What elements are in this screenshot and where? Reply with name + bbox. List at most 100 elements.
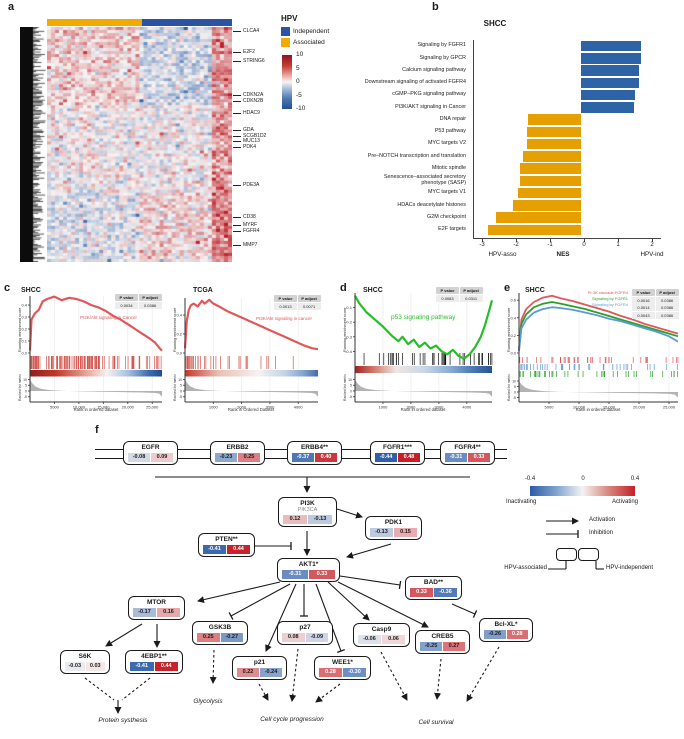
- gene-tick: [233, 101, 241, 102]
- node-title: Bcl-XL*: [494, 621, 518, 628]
- gsea-tcga-ylabel2: Ranked list metric: [173, 374, 177, 401]
- nes-bar-area: [470, 163, 660, 175]
- pathway-node-GSK3B: GSK3B 0.25 -0.27: [192, 621, 248, 645]
- nes-bar-area: [470, 40, 660, 52]
- nes-bar-area: [470, 101, 660, 113]
- line: [315, 683, 341, 703]
- line: [346, 543, 392, 559]
- gsea-shcc-title: SHCC: [21, 287, 41, 294]
- pvalue-1: 0.0016: [632, 296, 655, 304]
- gsea-curve: [28, 295, 163, 352]
- text: 0.6: [510, 298, 516, 303]
- text: 0.1: [21, 339, 27, 344]
- pathway-color-scale: [530, 486, 635, 496]
- nes-chart-title: SHCC: [483, 19, 507, 28]
- padjust: 0.0386: [138, 301, 162, 309]
- hpv-independent-box-icon: [578, 548, 599, 561]
- nes-bar: [487, 224, 581, 236]
- node-values: -0.31 0.33: [443, 452, 492, 462]
- nes-left-axis-label: HPV-asso: [488, 251, 517, 258]
- gene-label-E2F2: E2F2: [243, 49, 255, 56]
- node-title: GSK3B: [208, 624, 232, 631]
- pathway-node-AKT1: AKT1* -0.31 0.33: [277, 558, 340, 582]
- node-value-cell: -0.41: [203, 544, 226, 554]
- gsea-p53-statbox: P value P adjust 0.0083 0.0311: [436, 287, 483, 302]
- nes-bar: [526, 138, 581, 150]
- text: 15,000: [603, 405, 616, 410]
- text: 10: [348, 378, 352, 382]
- pathway-node-FGFR4: FGFR4** -0.31 0.33: [440, 441, 495, 465]
- nes-row-label: Calcium signaling pathway: [402, 66, 466, 73]
- node-value-cell: -0.06: [358, 634, 381, 644]
- node-title: FGFR4**: [454, 444, 481, 451]
- gsea-rank-band: [355, 366, 492, 373]
- nes-row: E2F targets: [358, 224, 660, 236]
- node-title: MTOR: [146, 599, 167, 606]
- gsea-shcc-statbox: P value P adjust 0.0034 0.0386: [115, 294, 162, 309]
- pvalue: 0.0034: [115, 301, 138, 309]
- node-value-cell: -0.37: [292, 452, 314, 462]
- node-title: PDK1: [384, 519, 403, 526]
- nes-row: cGMP–PKG signaling pathway: [358, 89, 660, 101]
- gsea-p53-xlabel: Rank in ordered dataset: [400, 407, 446, 412]
- nes-bar: [581, 89, 636, 101]
- node-value-cell: -0.31: [282, 569, 308, 579]
- text: 20,000: [122, 405, 135, 410]
- node-values: -0.06 0.06: [356, 634, 407, 644]
- node-value-cell: -0.09: [305, 632, 328, 642]
- pvalue-header: P value: [115, 294, 138, 301]
- nes-row-label: cGMP–PKG signaling pathway: [392, 91, 466, 98]
- inactivating-label: Inactivating: [506, 499, 537, 505]
- node-value-cell: 0.09: [151, 452, 173, 462]
- gene-label-PDK4: PDK4: [243, 144, 257, 151]
- pathway-node-BclXL: Bcl-XL* -0.26 0.28: [479, 618, 533, 642]
- text: 10,000: [573, 405, 586, 410]
- text: 0.2: [21, 327, 27, 332]
- pathway-node-BAD: BAD** 0.33 -0.36: [405, 576, 462, 600]
- node-title: Casp9: [371, 626, 392, 633]
- gsea-tcga-annotation: PI3K/Akt signaling in cancer: [256, 316, 313, 321]
- output-cell-survival: Cell survival: [418, 719, 454, 726]
- series-1-name: PI-3K cascade:FGFR4: [587, 290, 628, 295]
- padjust: 0.0311: [459, 294, 483, 302]
- nes-bar-area: [470, 126, 660, 138]
- text: 1000: [209, 405, 219, 410]
- node-value-cell: -0.36: [434, 587, 457, 597]
- line: [265, 583, 297, 652]
- colorbar-tick: 10: [296, 51, 304, 58]
- series-3-name: Signaling by FGFR4: [591, 302, 628, 308]
- node-value-cell: -0.41: [130, 661, 154, 671]
- nes-row: PI3K/AKT signaling in Cancer: [358, 101, 660, 113]
- nes-row: Pre–NOTCH transcription and translation: [358, 150, 660, 162]
- line: [339, 575, 401, 586]
- line: [398, 580, 402, 590]
- nes-row: Signaling by GPCR: [358, 52, 660, 64]
- panel-b-label: b: [432, 1, 439, 13]
- text: 0: [25, 389, 27, 393]
- nes-axis-title: NES: [556, 251, 570, 258]
- output-cell-cycle: Cell cycle progression: [260, 716, 324, 723]
- text: 25,000: [663, 405, 676, 410]
- node-title: AKT1*: [298, 561, 319, 568]
- gene-label-CDKN2A: CDKN2A: [243, 92, 264, 99]
- text: 20,000: [633, 405, 646, 410]
- nes-row: G2M checkpoint: [358, 212, 660, 224]
- ranked-metric-area: [355, 379, 492, 397]
- text: 0.2: [510, 333, 516, 338]
- nes-row: DNA repair: [358, 114, 660, 126]
- pvalue: 0.0083: [436, 294, 459, 302]
- nes-bar-area: [470, 114, 660, 126]
- nes-row-label: Senescence–associated secretory phenotyp…: [383, 174, 466, 186]
- text: 25,000: [146, 405, 159, 410]
- text: -5: [349, 395, 352, 399]
- node-values: -0.13 0.15: [368, 527, 419, 537]
- node-values: -0.08 0.09: [126, 452, 175, 462]
- node-values: -0.03 0.03: [63, 661, 107, 671]
- hpv-associated-legend-label: HPV-associated: [504, 565, 547, 571]
- gsea-p53-annotation: p53 signaling pathway: [391, 314, 456, 321]
- nes-x-axis: [473, 238, 661, 239]
- nes-tick-label: 1: [616, 242, 620, 248]
- gsea-fgfr-title: SHCC: [525, 287, 545, 294]
- pvalue: 0.0013: [274, 302, 297, 310]
- expression-heatmap: [47, 27, 232, 262]
